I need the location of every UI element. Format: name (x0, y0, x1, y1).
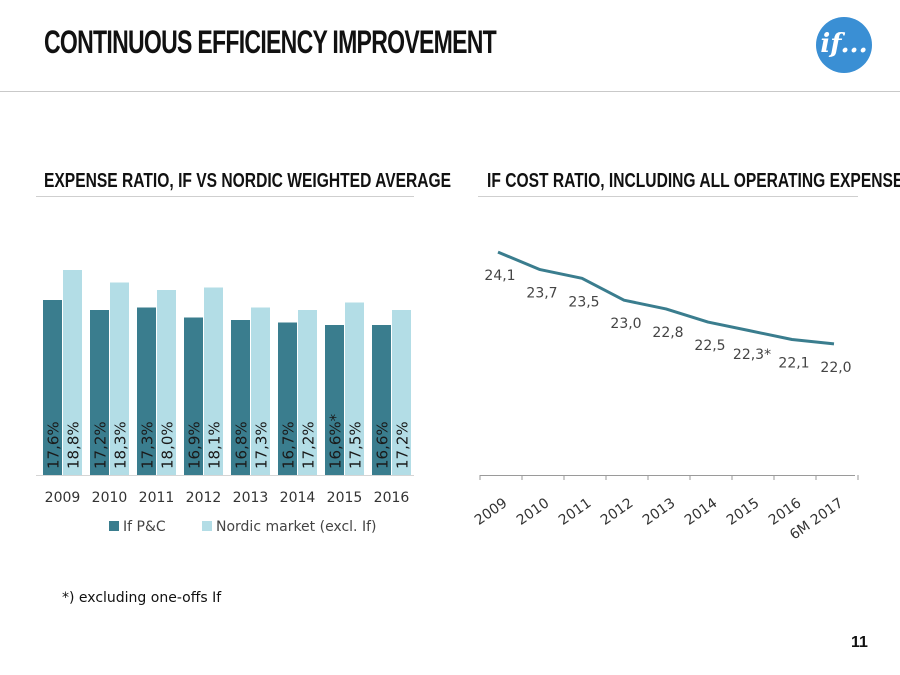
bar-if (372, 325, 391, 475)
page-number: 11 (851, 634, 868, 651)
bar-chart-title-underline (36, 196, 414, 197)
bar-if (43, 300, 62, 475)
legend-label-nordic: Nordic market (excl. If) (216, 519, 376, 535)
bar-value-label: 18,1% (206, 421, 224, 469)
x-tick-label: 2013 (233, 490, 269, 506)
bar-value-label: 17,3% (253, 421, 271, 469)
x-tick-label: 2015 (327, 490, 363, 506)
bar-if (184, 317, 203, 475)
bar-value-label: 18,8% (65, 421, 83, 469)
legend-swatch-if (109, 521, 119, 531)
bar-value-label: 16,6% (374, 421, 392, 469)
bar-if (278, 322, 297, 475)
bar-if (90, 310, 109, 475)
line-chart-title-underline (478, 196, 858, 197)
bar-nordic (110, 282, 129, 475)
bar-if (137, 307, 156, 475)
bar-chart-title: EXPENSE RATIO, IF VS NORDIC WEIGHTED AVE… (44, 170, 452, 192)
bar-nordic (251, 307, 270, 475)
x-tick-label: 2012 (186, 490, 222, 506)
bar-nordic (345, 302, 364, 475)
if-logo: if... (816, 17, 872, 73)
x-tick-label: 2010 (92, 490, 128, 506)
legend-swatch-nordic (202, 521, 212, 531)
line-chart-title: IF COST RATIO, INCLUDING ALL OPERATING E… (487, 170, 900, 192)
footnote: *) excluding one-offs If (62, 590, 222, 606)
bar-if (325, 325, 344, 475)
bar-value-label: 16,6%* (327, 413, 345, 469)
bar-value-label: 17,5% (347, 421, 365, 469)
x-tick-label: 2009 (45, 490, 81, 506)
bar-nordic (157, 290, 176, 475)
page-title: CONTINUOUS EFFICIENCY IMPROVEMENT (44, 24, 497, 60)
bar-value-label: 16,8% (233, 421, 251, 469)
bar-nordic (392, 310, 411, 475)
bar-nordic (298, 310, 317, 475)
bar-value-label: 16,9% (186, 421, 204, 469)
bar-value-label: 17,2% (300, 421, 318, 469)
bar-value-label: 17,2% (92, 421, 110, 469)
bar-if (231, 320, 250, 475)
bar-value-label: 17,6% (45, 421, 63, 469)
x-tick-label: 2014 (280, 490, 316, 506)
legend-label-if: If P&C (123, 519, 166, 535)
x-tick-label: 2016 (374, 490, 410, 506)
bar-nordic (63, 270, 82, 475)
x-tick-label: 2011 (139, 490, 175, 506)
bar-value-label: 18,0% (159, 421, 177, 469)
bar-value-label: 18,3% (112, 421, 130, 469)
bar-value-label: 17,2% (394, 421, 412, 469)
bar-value-label: 17,3% (139, 421, 157, 469)
bar-nordic (204, 287, 223, 475)
bar-value-label: 16,7% (280, 421, 298, 469)
header-divider (0, 91, 900, 92)
